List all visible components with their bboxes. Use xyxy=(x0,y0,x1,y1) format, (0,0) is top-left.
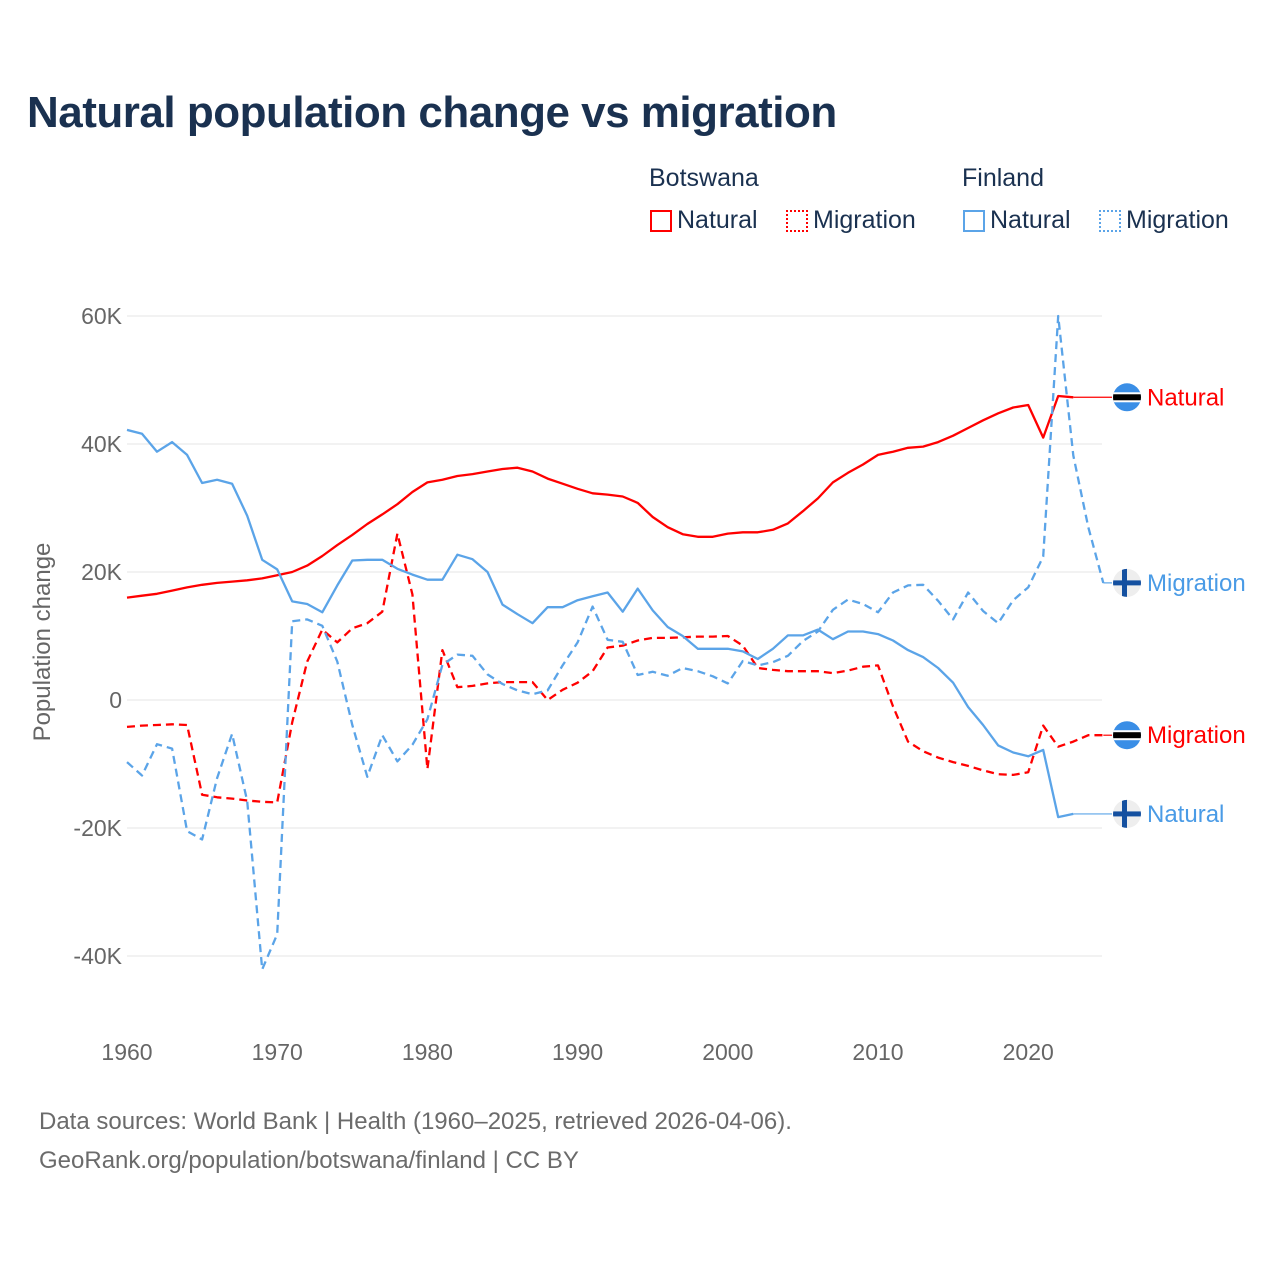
legend-finland-migration[interactable]: Migration xyxy=(1099,206,1229,235)
legend-finland-natural[interactable]: Natural xyxy=(963,206,1071,235)
y-tick-label: 60K xyxy=(81,303,123,329)
finland-flag-icon xyxy=(1113,799,1141,828)
legend-group-finland: Finland xyxy=(962,164,1044,192)
finland-flag-icon xyxy=(1113,568,1141,597)
y-tick-label: 40K xyxy=(81,431,123,457)
legend-swatch-solid xyxy=(650,209,672,232)
series-line-botswana-migration[interactable] xyxy=(126,532,1104,804)
x-tick-label: 1970 xyxy=(252,1039,303,1065)
footer-sources: Data sources: World Bank | Health (1960–… xyxy=(39,1108,792,1135)
chart-title: Natural population change vs migration xyxy=(27,88,837,137)
series-line-finland-migration[interactable] xyxy=(126,314,1105,971)
legend-label: Migration xyxy=(1126,206,1229,234)
y-tick-label: -40K xyxy=(73,943,122,969)
x-tick-label: 1980 xyxy=(402,1039,453,1065)
legend-group-botswana: Botswana xyxy=(649,164,759,192)
x-tick-label: 1960 xyxy=(101,1039,152,1065)
series-end-label: Natural xyxy=(1147,801,1224,828)
x-tick-label: 2000 xyxy=(702,1039,753,1065)
legend-label: Migration xyxy=(813,206,916,234)
legend-swatch-dotted xyxy=(786,209,808,232)
series-line-finland-natural[interactable] xyxy=(126,428,1074,819)
series-line-botswana-natural[interactable] xyxy=(126,394,1074,599)
legend-label: Natural xyxy=(677,206,758,234)
footer-attribution[interactable]: GeoRank.org/population/botswana/finland … xyxy=(39,1147,579,1174)
botswana-flag-icon xyxy=(1113,383,1141,412)
legend-swatch-solid xyxy=(963,209,985,232)
y-axis-label: Population change xyxy=(29,543,56,742)
y-tick-label: -20K xyxy=(73,815,122,841)
series-end-label: Migration xyxy=(1147,722,1246,749)
legend-swatch-dotted xyxy=(1099,209,1121,232)
legend-botswana-natural[interactable]: Natural xyxy=(650,206,758,235)
legend-botswana-migration[interactable]: Migration xyxy=(786,206,916,235)
x-tick-label: 2020 xyxy=(1003,1039,1054,1065)
x-tick-label: 2010 xyxy=(852,1039,903,1065)
series-end-label: Natural xyxy=(1147,384,1224,411)
series-end-label: Migration xyxy=(1147,570,1246,597)
x-tick-label: 1990 xyxy=(552,1039,603,1065)
y-tick-label: 0 xyxy=(109,687,122,713)
y-tick-label: 20K xyxy=(81,559,123,585)
legend-label: Natural xyxy=(990,206,1071,234)
botswana-flag-icon xyxy=(1113,721,1141,750)
